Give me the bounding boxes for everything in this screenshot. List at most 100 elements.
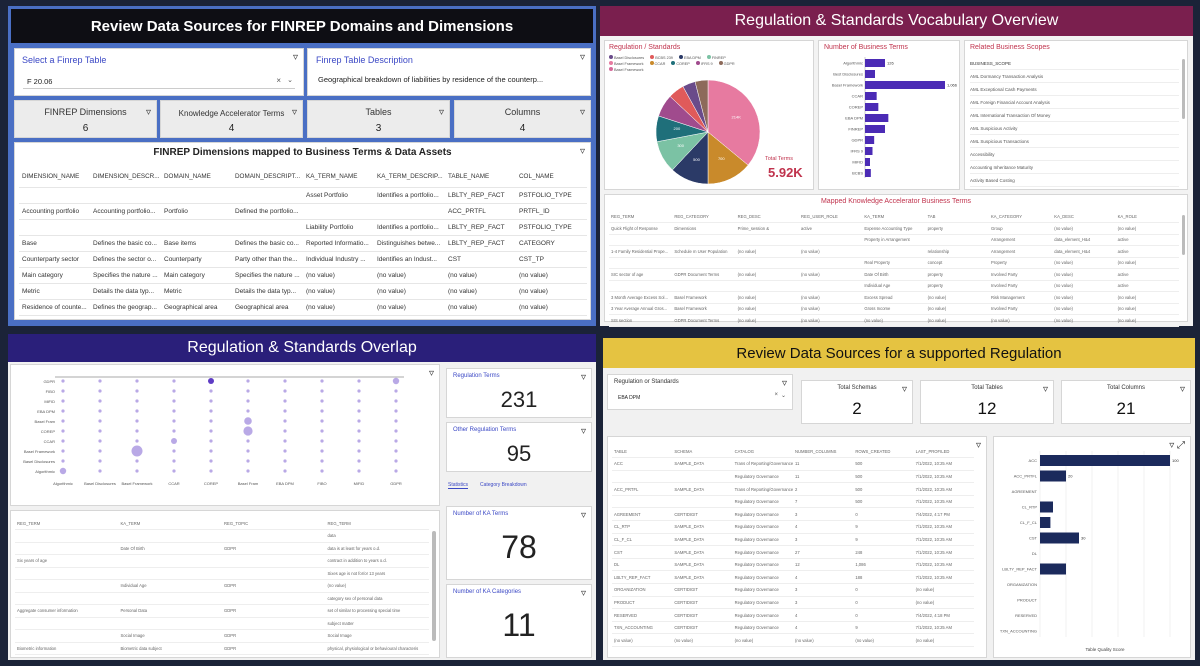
scope-item[interactable]: AML International Transaction Of Money xyxy=(970,109,1179,122)
table-row[interactable]: Asset Portfolio Identifies a portfolio...… xyxy=(19,187,587,204)
legend-item[interactable]: FINREP xyxy=(706,55,726,60)
table-row[interactable]: 3 Month Average Excess Sol... Basel Frame… xyxy=(609,291,1179,304)
table-cell xyxy=(118,592,222,605)
filter-icon[interactable]: ▿ xyxy=(579,146,585,157)
legend-item[interactable]: IFRS 9 xyxy=(695,61,713,66)
table-row[interactable]: Main category Specifies the nature ... Mai… xyxy=(19,267,587,284)
table-cell: Schedule m User Population xyxy=(672,245,736,258)
table-row[interactable]: 3 Year Average Annual Gros... Basel Frame… xyxy=(609,303,1179,315)
table-cell: (no value) xyxy=(1052,268,1116,281)
table-row[interactable]: Regulatory Governance 11 500 7/1/2022, 10:2… xyxy=(612,470,974,484)
table-row[interactable]: CL_RTP SAMPLE_DATA Regulatory Governance 4 9… xyxy=(612,520,974,534)
tab-statistics[interactable]: Statistics xyxy=(448,482,469,489)
table-row[interactable]: (no value) (no value) (no value) (no value)… xyxy=(612,633,974,647)
filter-icon[interactable]: ▿ xyxy=(781,378,787,389)
kpi-value: 6 xyxy=(82,123,89,134)
table-row[interactable]: Base Defines the basic co... Base items Def… xyxy=(19,235,587,252)
table-row[interactable]: Six years of age contract in addition to … xyxy=(15,554,429,568)
scope-item[interactable]: AML Foreign Financial Account Analysis xyxy=(970,96,1179,109)
table-row[interactable]: category sex of personal data xyxy=(15,592,429,605)
table-row[interactable]: Real Property concept Property (no value) (n… xyxy=(609,257,1179,269)
filter-icon[interactable]: ▿ xyxy=(291,107,297,118)
clear-icon[interactable]: × xyxy=(774,392,778,398)
table-cell xyxy=(118,529,222,543)
column-label: EBA DPM xyxy=(276,481,294,486)
legend-item[interactable]: Basel Framework xyxy=(609,67,644,72)
filter-icon[interactable]: ▿ xyxy=(438,107,444,118)
table-row[interactable]: CL_F_CL SAMPLE_DATA Regulatory Governance 3… xyxy=(612,533,974,547)
legend-item[interactable]: GDPR xyxy=(718,61,735,66)
scrollbar[interactable] xyxy=(1182,59,1185,119)
filter-icon[interactable]: ▿ xyxy=(292,52,298,63)
table-row[interactable]: LBLTY_REP_FACT SAMPLE_DATA Regulatory Gove… xyxy=(612,570,974,585)
scope-item[interactable]: AML Suspicious Activity xyxy=(970,122,1179,135)
legend-item[interactable]: Basel Disclosures xyxy=(609,55,644,60)
scope-item[interactable]: Accounting Inheritance Maturity xyxy=(970,161,1179,174)
table-row[interactable]: 1-4 Family Residential Prope... Schedule … xyxy=(609,245,1179,258)
table-row[interactable]: data xyxy=(15,529,429,543)
table-row[interactable]: Liability Portfolio Identifies a portfoli… xyxy=(19,219,587,236)
table-cell: (no value) xyxy=(913,596,974,610)
table-row[interactable]: RESERVED CERTIDIGIT Regulatory Governance 4… xyxy=(612,608,974,622)
filter-icon[interactable]: ▿ xyxy=(580,426,586,437)
table-row[interactable]: subject matter xyxy=(15,617,429,630)
legend-item[interactable]: CCAR xyxy=(649,61,665,66)
table-row[interactable]: Metric Details the data typ... Metric Detai… xyxy=(19,283,587,300)
table-row[interactable]: Individual Age property Involved Party (no … xyxy=(609,280,1179,292)
table-row[interactable]: ACC_PRTFL SAMPLE_DATA Trans of Reporting/G… xyxy=(612,482,974,496)
table-row[interactable]: DL SAMPLE_DATA Regulatory Governance 12 1,08… xyxy=(612,558,974,572)
filter-icon[interactable]: ▿ xyxy=(580,372,586,383)
table-row[interactable]: Quick Flight of Response Dimensions Prime_… xyxy=(609,222,1179,235)
scrollbar[interactable] xyxy=(1182,215,1185,255)
table-row[interactable]: Date Of Birth GDPR data is at least for ye… xyxy=(15,542,429,555)
filter-icon[interactable]: ▿ xyxy=(1042,384,1048,395)
tab-category-breakdown[interactable]: Category Breakdown xyxy=(480,482,527,488)
filter-icon[interactable]: ▿ xyxy=(145,107,151,118)
table-row[interactable]: Individual Age GDPR (no value) xyxy=(15,579,429,593)
filter-icon[interactable]: ▿ xyxy=(580,510,586,521)
filter-icon[interactable]: ▿ xyxy=(1179,384,1185,395)
scope-item[interactable]: AML Exceptional Cash Payments xyxy=(970,83,1179,96)
table-row[interactable]: Aggregate consumer information Personal D… xyxy=(15,604,429,618)
table-row[interactable]: Sixes age is not for/or 13 years xyxy=(15,567,429,580)
table-row[interactable]: Accounting portfolio Accounting portfolio… xyxy=(19,203,587,220)
scope-item[interactable]: AML Dormancy Transaction Analysis xyxy=(970,70,1179,83)
legend-item[interactable]: BCBS 239 xyxy=(650,55,673,60)
legend-item[interactable]: EBA DPM xyxy=(678,55,701,60)
legend-item[interactable]: Basel Framework xyxy=(609,61,644,66)
filter-icon[interactable]: ▿ xyxy=(428,368,434,379)
table-row[interactable]: Regulatory Governance 7 500 7/1/2022, 10:25… xyxy=(612,495,974,509)
chevron-down-icon[interactable]: ⌄ xyxy=(780,393,786,399)
table-row[interactable]: SIS section GDPR Document Terms (no value)… xyxy=(609,314,1179,327)
filter-icon[interactable]: ▿ ⤢ xyxy=(1169,440,1185,451)
table-row[interactable]: TXN_ACCOUNTING CERTIDIGIT Regulatory Gover… xyxy=(612,621,974,635)
table-row[interactable]: Counterparty sector Defines the sector o.… xyxy=(19,251,587,268)
filter-icon[interactable]: ▿ xyxy=(975,440,981,451)
legend-item[interactable]: COREP xyxy=(671,61,690,66)
table-row[interactable]: Social Image GDPR Social Image xyxy=(15,629,429,643)
scope-item[interactable]: AML Suspicious Transactions xyxy=(970,135,1179,148)
scrollbar[interactable] xyxy=(432,531,436,641)
overlap-bubble xyxy=(209,469,213,473)
filter-icon[interactable]: ▿ xyxy=(580,588,586,599)
scope-item[interactable]: BUSINESS_SCOPE xyxy=(970,57,1179,70)
regulation-select[interactable]: Regulation or Standards ▿ EBA DPM × ⌄ xyxy=(607,374,793,410)
table-row[interactable]: ORGANIZATION CERTIDIGIT Regulatory Governa… xyxy=(612,583,974,597)
table-row[interactable]: SIC sector of age GDPR Document Terms (no … xyxy=(609,268,1179,281)
table-row[interactable]: PRODUCT CERTIDIGIT Regulatory Governance 3 0… xyxy=(612,596,974,610)
filter-icon[interactable]: ▿ xyxy=(901,384,907,395)
scope-item[interactable]: Activity Based Costing xyxy=(970,174,1179,187)
scope-item[interactable]: Accessibility xyxy=(970,148,1179,161)
table-row[interactable]: Residence of counte... Defines the geogra… xyxy=(19,299,587,316)
filter-icon[interactable]: ▿ xyxy=(579,107,585,118)
table-row[interactable]: AGREEMENT CERTIDIGIT Regulatory Governance… xyxy=(612,507,974,522)
table-row[interactable]: CST SAMPLE_DATA Regulatory Governance 27 248… xyxy=(612,545,974,559)
column-label: MiFID xyxy=(354,481,365,486)
table-row[interactable]: Biometric information Biometric data subj… xyxy=(15,642,429,655)
table-row[interactable]: ACC SAMPLE_DATA Trans of Reporting/Governa… xyxy=(612,457,974,471)
finrep-table-select[interactable]: Select a Finrep Table ▿ F 20.06 × ⌄ xyxy=(14,48,304,96)
chevron-down-icon[interactable]: ⌄ xyxy=(287,77,293,84)
table-row[interactable]: Property in Arrangement Arrangement data_e… xyxy=(609,234,1179,246)
filter-icon[interactable]: ▿ xyxy=(579,52,585,63)
clear-icon[interactable]: × xyxy=(276,76,281,85)
